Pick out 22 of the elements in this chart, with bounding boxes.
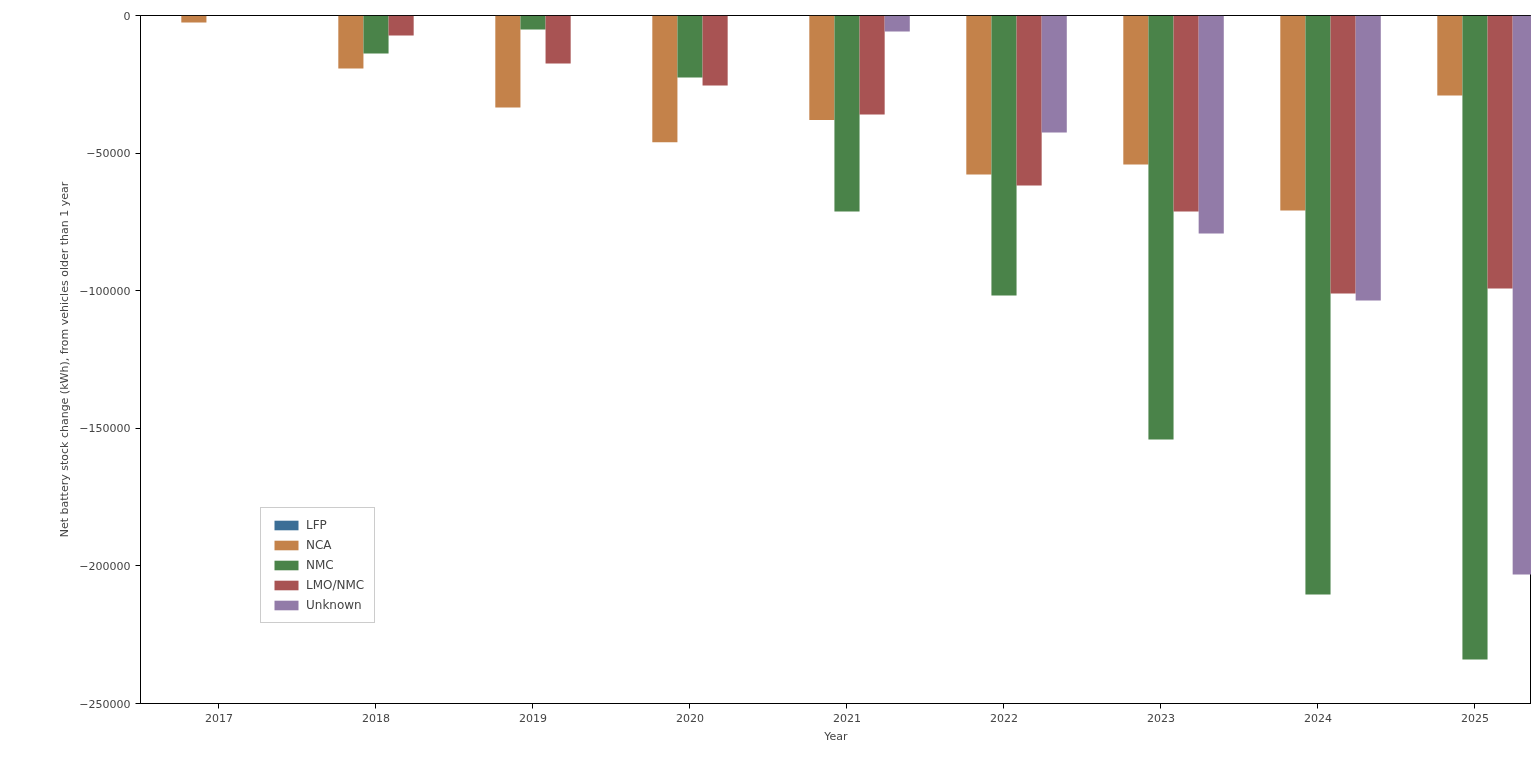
- x-tick-label: 2017: [205, 711, 233, 725]
- legend-label: NCA: [306, 538, 332, 552]
- legend-label: LFP: [306, 518, 327, 532]
- y-tick-label: −100000: [79, 284, 131, 298]
- legend-label: LMO/NMC: [306, 578, 365, 592]
- x-tick-label: 2023: [1146, 711, 1175, 725]
- y-tick-label: −250000: [79, 697, 131, 711]
- x-tick-label: 2021: [832, 711, 861, 725]
- legend-label: Unknown: [306, 598, 362, 612]
- x-tick-label: 2025: [1460, 711, 1489, 725]
- x-tick-label: 2020: [676, 711, 704, 725]
- x-axis-title: Year: [823, 729, 849, 743]
- y-tick-label: −150000: [79, 422, 131, 436]
- y-tick-label: −200000: [79, 559, 131, 573]
- legend-label: NMC: [306, 558, 334, 572]
- x-tick-label: 2022: [989, 711, 1018, 725]
- x-tick-label: 2019: [519, 711, 547, 725]
- x-tick-label: 2018: [362, 711, 390, 725]
- y-tick-label: −50000: [86, 147, 131, 161]
- y-tick-label: 0: [123, 9, 131, 23]
- y-axis-title: Net battery stock change (kWh), from vehicles older than 1 year: [58, 181, 72, 538]
- x-tick-label: 2024: [1303, 711, 1332, 725]
